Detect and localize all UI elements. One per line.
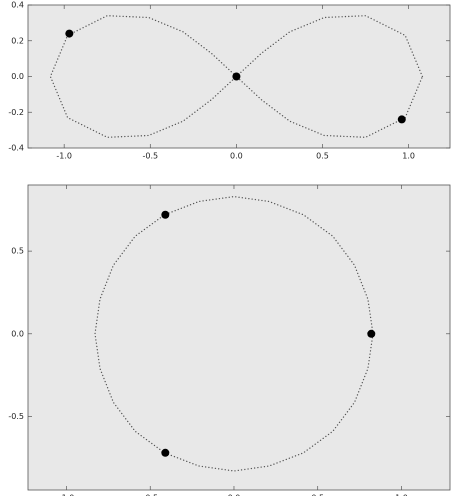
point: [232, 72, 241, 81]
x-tick-label: -1.0: [56, 152, 72, 161]
y-tick-label: 0.0: [11, 329, 24, 338]
plot-frame: [27, 184, 451, 491]
y-tick-label: -0.5: [8, 412, 24, 421]
x-tick-label: -0.5: [142, 152, 158, 161]
x-tick-label: 0.0: [230, 152, 243, 161]
x-tick-label: 1.0: [402, 152, 415, 161]
point: [65, 29, 74, 38]
x-tick-label: 0.5: [316, 152, 329, 161]
x-tick-label: -0.5: [142, 494, 158, 496]
x-tick-label: 1.0: [395, 494, 408, 496]
y-tick-label: 0.5: [11, 247, 24, 256]
x-tick-label: 0.0: [228, 494, 241, 496]
y-tick-label: 0.2: [11, 36, 24, 45]
y-tick-label: 0.4: [11, 1, 24, 10]
point: [367, 329, 376, 338]
x-tick-label: -1.0: [59, 494, 75, 496]
y-tick-label: -0.2: [8, 108, 24, 117]
y-tick-label: -0.4: [8, 144, 24, 153]
dotted-curve: [94, 195, 374, 472]
point: [161, 448, 170, 457]
x-tick-label: 0.5: [311, 494, 324, 496]
point: [397, 115, 406, 124]
point: [161, 210, 170, 219]
y-tick-label: 0.0: [11, 72, 24, 81]
